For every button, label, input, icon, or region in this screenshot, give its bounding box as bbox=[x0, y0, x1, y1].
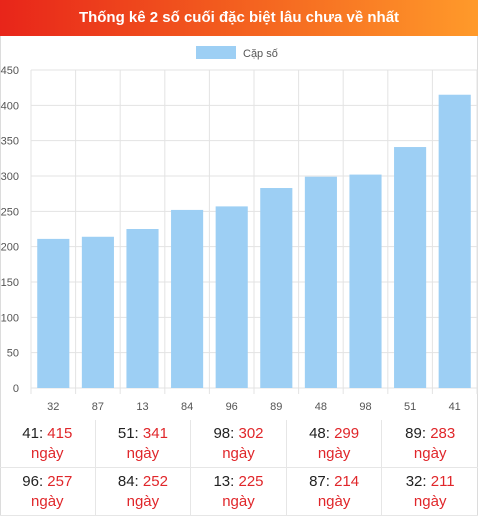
stat-days: 302 bbox=[238, 424, 264, 442]
stat-cell: 48: 299 ngày bbox=[286, 420, 383, 468]
stat-days: 214 bbox=[334, 472, 360, 490]
stat-cell: 96: 257 ngày bbox=[0, 468, 96, 516]
stat-days: 257 bbox=[47, 472, 73, 490]
x-tick-label: 13 bbox=[136, 401, 148, 413]
stat-days: 211 bbox=[430, 472, 455, 490]
stat-unit: ngày bbox=[317, 444, 351, 462]
stat-unit: ngày bbox=[126, 492, 160, 510]
bar bbox=[81, 236, 114, 388]
stat-unit: ngày bbox=[413, 492, 447, 510]
stat-unit: ngày bbox=[413, 444, 447, 462]
legend-label: Cặp số bbox=[243, 48, 278, 60]
stat-cell: 89: 283 ngày bbox=[382, 420, 478, 468]
stats-grid: 41: 415 ngày 51: 341 ngày 98: 302 ngày 4… bbox=[0, 420, 478, 516]
x-tick-label: 98 bbox=[359, 401, 371, 413]
stat-cell: 98: 302 ngày bbox=[191, 420, 287, 468]
stat-days: 415 bbox=[47, 424, 73, 442]
bar bbox=[171, 209, 204, 388]
y-tick-label: 350 bbox=[1, 136, 19, 148]
stat-cell: 13: 225 ngày bbox=[191, 468, 287, 516]
stat-unit: ngày bbox=[31, 444, 64, 462]
stat-days: 252 bbox=[142, 472, 168, 490]
page-title: Thống kê 2 số cuối đặc biệt lâu chưa về … bbox=[0, 0, 478, 36]
x-tick-label: 87 bbox=[92, 401, 104, 413]
x-tick-label: 84 bbox=[181, 401, 193, 413]
stat-number: 13 bbox=[213, 472, 231, 490]
y-tick-label: 150 bbox=[1, 277, 19, 289]
y-tick-label: 400 bbox=[1, 100, 19, 112]
y-tick-label: 450 bbox=[1, 65, 19, 77]
y-tick-label: 250 bbox=[1, 206, 19, 218]
stat-cell: 51: 341 ngày bbox=[95, 420, 192, 468]
bar bbox=[260, 188, 293, 388]
stat-number: 32 bbox=[405, 472, 423, 490]
x-tick-label: 32 bbox=[47, 401, 59, 413]
stat-cell: 41: 415 ngày bbox=[0, 420, 96, 468]
stat-cell: 87: 214 ngày bbox=[286, 468, 383, 516]
stat-number: 89 bbox=[405, 424, 422, 442]
bar bbox=[37, 238, 70, 388]
x-tick-label: 96 bbox=[226, 401, 238, 413]
stat-cell: 32: 211 ngày bbox=[382, 468, 478, 516]
bar bbox=[126, 229, 159, 388]
stat-unit: ngày bbox=[222, 444, 255, 462]
stat-days: 299 bbox=[334, 424, 360, 442]
stat-days: 341 bbox=[142, 424, 168, 442]
stat-number: 51 bbox=[117, 424, 135, 442]
stat-unit: ngày bbox=[31, 492, 64, 510]
stat-number: 87 bbox=[309, 472, 326, 490]
stat-number: 41 bbox=[22, 424, 39, 442]
y-tick-label: 300 bbox=[1, 171, 19, 183]
x-tick-label: 89 bbox=[270, 401, 282, 413]
stat-unit: ngày bbox=[126, 444, 160, 462]
stat-unit: ngày bbox=[317, 492, 351, 510]
stat-days: 225 bbox=[238, 472, 264, 490]
bar bbox=[438, 94, 471, 388]
stat-number: 84 bbox=[117, 472, 135, 490]
bar bbox=[215, 206, 248, 388]
stat-cell: 84: 252 ngày bbox=[95, 468, 192, 516]
y-tick-label: 50 bbox=[7, 348, 19, 360]
stat-number: 48 bbox=[309, 424, 326, 442]
x-tick-label: 41 bbox=[449, 401, 461, 413]
y-tick-label: 200 bbox=[1, 242, 19, 254]
bar bbox=[304, 176, 337, 388]
bar bbox=[349, 174, 382, 388]
stat-number: 96 bbox=[22, 472, 39, 490]
stat-number: 98 bbox=[213, 424, 231, 442]
y-tick-label: 100 bbox=[1, 312, 19, 324]
bar-chart: 0 50 100 150 200 250 300 350 400 450 32 87 13 84 96 89 4… bbox=[1, 46, 478, 413]
stat-unit: ngày bbox=[222, 492, 255, 510]
legend-swatch bbox=[196, 46, 236, 59]
x-tick-label: 51 bbox=[404, 401, 416, 413]
stat-days: 283 bbox=[430, 424, 456, 442]
y-tick-label: 0 bbox=[13, 383, 19, 395]
x-tick-label: 48 bbox=[315, 401, 327, 413]
bar bbox=[394, 147, 427, 388]
